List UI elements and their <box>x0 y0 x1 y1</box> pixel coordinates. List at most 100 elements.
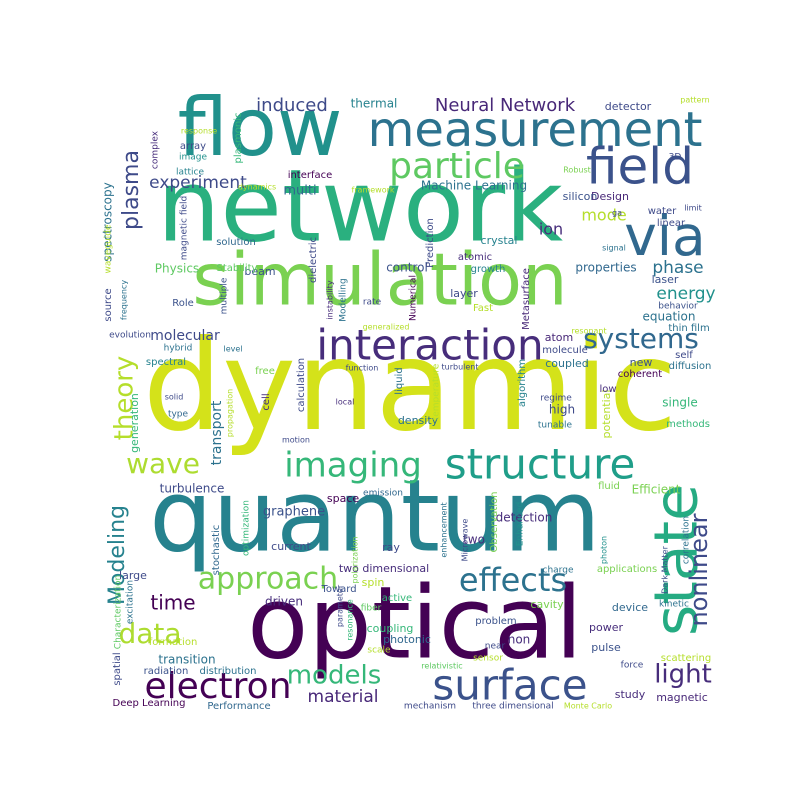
word-molecule: molecule <box>542 345 588 356</box>
word-framework: framework <box>351 186 394 195</box>
word-material: material <box>308 687 379 707</box>
word-via: via <box>624 204 706 268</box>
word-design: Design <box>591 190 629 203</box>
word-power: power <box>589 621 623 634</box>
word-flow: flow <box>178 81 343 174</box>
word-surface: surface <box>432 661 587 710</box>
word-single: single <box>662 396 698 410</box>
word-generalized: generalized <box>363 323 410 332</box>
word-current: current <box>271 540 311 553</box>
word-propagation: propagation <box>226 389 235 437</box>
word-linear: linear <box>657 218 686 229</box>
word-interaction: interaction <box>316 321 543 370</box>
word-solution: solution <box>216 237 256 248</box>
word-optimization: optimization <box>242 500 252 556</box>
word-photon: photon <box>600 536 609 564</box>
word-energy: energy <box>656 284 715 304</box>
word-emission: emission <box>363 489 403 499</box>
word-high: high <box>549 403 575 417</box>
word-distribution: distribution <box>200 666 257 677</box>
word-monte-carlo: Monte Carlo <box>564 702 612 711</box>
word-molecular: molecular <box>150 328 220 344</box>
word-plasmonic: plasmonic <box>233 113 244 164</box>
word-multiple: multiple <box>220 277 230 314</box>
word-measurement: measurement <box>368 102 703 158</box>
word-phase: phase <box>652 258 703 278</box>
word-force: force <box>621 661 644 671</box>
word-spin: spin <box>362 576 385 589</box>
word-motion: motion <box>282 436 310 445</box>
word-temperature: temperature <box>432 363 442 420</box>
word-excitation: excitation <box>126 580 136 624</box>
word-pattern: pattern <box>680 96 709 105</box>
word-silicon: silicon <box>563 190 598 203</box>
word-thin-film: thin film <box>668 323 709 334</box>
word-magnetic: magnetic <box>656 691 708 704</box>
word-ga: ga <box>612 209 622 218</box>
word-laser: laser <box>652 273 679 286</box>
word-study: study <box>615 688 646 701</box>
word-resonant: resonant <box>571 327 606 336</box>
word-turbulence: turbulence <box>160 482 225 496</box>
word-physics: Physics <box>155 262 199 276</box>
word-active: active <box>382 593 412 604</box>
word-network: network <box>157 147 563 264</box>
word-multi: multi <box>283 184 316 199</box>
word-density: density <box>398 414 439 427</box>
word-instability: instability <box>326 280 335 319</box>
word-formation: formation <box>149 637 198 648</box>
word-performance: Performance <box>207 701 270 712</box>
word-transition: transition <box>158 653 215 667</box>
word-crystal: crystal <box>481 234 518 247</box>
word-evolution: evolution <box>109 331 151 341</box>
word-cell: cell <box>261 393 272 410</box>
word-thermal: thermal <box>351 97 398 111</box>
word-array: array <box>180 141 206 152</box>
word-resonance: resonance <box>346 599 355 641</box>
word-field: field <box>586 138 694 196</box>
word-role: Role <box>172 298 194 309</box>
word-detection: detection <box>496 511 553 525</box>
word-graphene: graphene <box>263 505 325 520</box>
word-fast: Fast <box>473 303 493 314</box>
word-time: time <box>150 591 195 615</box>
word-complex: complex <box>151 130 161 169</box>
word-fiber: fiber <box>361 604 382 614</box>
word-deep-learning: Deep Learning <box>113 698 186 709</box>
word-transport: transport <box>209 400 225 465</box>
word-scattering: scattering <box>661 653 711 664</box>
word-algorithm: algorithm <box>517 359 528 407</box>
word-image: image <box>179 153 207 163</box>
word-spectroscopy: spectroscopy <box>101 182 115 261</box>
word-relativistic: relativistic <box>421 662 462 671</box>
word-effects: effects <box>459 561 567 599</box>
word-coupled: coupled <box>545 357 589 370</box>
word-sensor: sensor <box>473 654 503 664</box>
word-large: large <box>119 569 147 582</box>
word-two-dimensional: two dimensional <box>339 562 429 575</box>
word-atom: atom <box>545 331 574 344</box>
word-water: water <box>648 206 677 217</box>
word-pulse: pulse <box>591 641 621 654</box>
word-robust: Robust <box>563 166 591 175</box>
word-coupling: coupling <box>367 622 414 635</box>
word-driven: driven <box>265 595 303 609</box>
word-mechanism: mechanism <box>404 702 456 712</box>
word-dynamics: dynamics <box>238 183 276 192</box>
word-modelling: Modelling <box>339 278 349 321</box>
word-quantum: quantum <box>149 457 601 574</box>
word-induced: induced <box>256 95 328 116</box>
word-dielectric: dielectric <box>308 237 319 283</box>
word-charge: charge <box>543 566 574 576</box>
word-potential: potential <box>600 390 613 439</box>
word-properties: properties <box>575 261 636 275</box>
word-liquid: liquid <box>394 367 405 394</box>
word-correlation: correlation <box>682 516 692 564</box>
word-fluid: fluid <box>598 481 620 492</box>
word-experiment: experiment <box>149 173 247 193</box>
word-signal: signal <box>602 244 626 253</box>
word-lattice: lattice <box>176 168 205 178</box>
word-prediction: Prediction <box>425 218 436 268</box>
word-efficient: Efficient <box>632 483 681 497</box>
word-regime: regime <box>540 394 572 404</box>
